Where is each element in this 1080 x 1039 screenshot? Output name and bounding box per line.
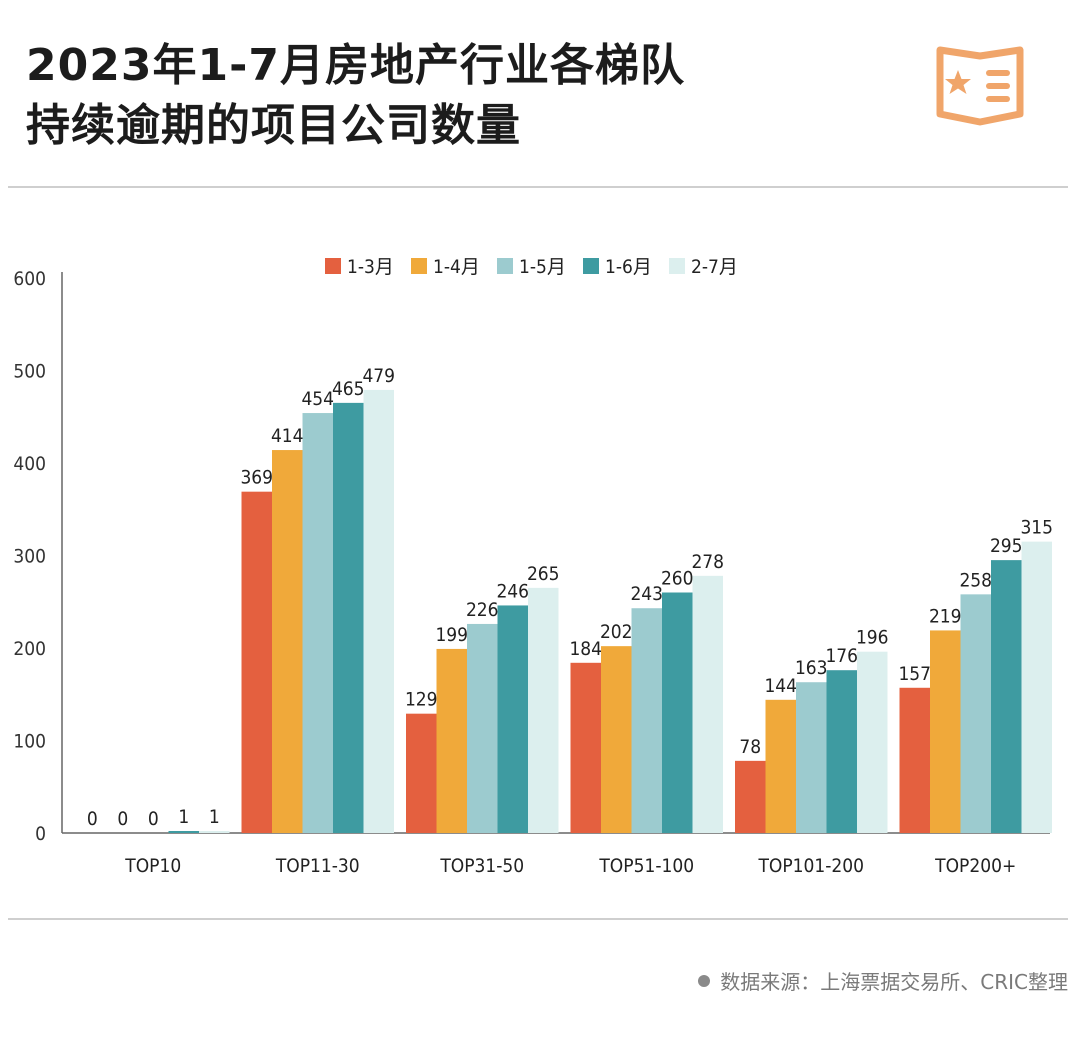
data-label: 243 xyxy=(630,583,663,605)
bar xyxy=(241,491,272,833)
legend-swatch xyxy=(325,258,341,274)
bar xyxy=(272,450,303,833)
data-label: 315 xyxy=(1020,517,1053,539)
legend-label: 2-7月 xyxy=(691,256,738,278)
legend-swatch xyxy=(669,258,685,274)
legend-label: 1-4月 xyxy=(433,256,480,278)
x-tick-label: TOP10 xyxy=(124,855,181,877)
data-label: 163 xyxy=(795,657,828,679)
bar xyxy=(960,594,991,833)
x-tick-label: TOP200+ xyxy=(934,855,1016,877)
data-label: 260 xyxy=(661,568,694,590)
bottom-divider xyxy=(8,918,1068,920)
chart-title: 2023年1-7月房地产行业各梯队 持续逾期的项目公司数量 xyxy=(26,36,685,156)
bar xyxy=(735,760,766,833)
bar xyxy=(899,687,930,833)
data-label: 1 xyxy=(209,806,220,828)
source-note: 数据来源：上海票据交易所、CRIC整理 xyxy=(698,966,1068,995)
bar xyxy=(631,608,662,833)
bar xyxy=(1021,541,1052,833)
bar xyxy=(168,831,199,833)
legend-swatch xyxy=(583,258,599,274)
data-label: 278 xyxy=(691,551,724,573)
legend-label: 1-6月 xyxy=(605,256,652,278)
legend-swatch xyxy=(411,258,427,274)
data-label: 0 xyxy=(148,808,159,830)
bar xyxy=(765,699,796,833)
bar xyxy=(528,587,559,833)
data-label: 199 xyxy=(435,624,468,646)
data-label: 295 xyxy=(990,535,1023,557)
star-list-icon xyxy=(936,46,1024,126)
x-tick-label: TOP31-50 xyxy=(439,855,524,877)
y-tick-label: 400 xyxy=(13,453,46,475)
y-tick-label: 500 xyxy=(13,361,46,383)
top-divider xyxy=(8,186,1068,188)
data-label: 196 xyxy=(856,627,889,649)
legend-label: 1-5月 xyxy=(519,256,566,278)
bar xyxy=(467,623,498,833)
bar xyxy=(601,646,632,833)
data-label: 414 xyxy=(271,425,304,447)
bar xyxy=(497,605,528,833)
bar xyxy=(991,560,1022,833)
data-label: 258 xyxy=(959,569,992,591)
data-label: 0 xyxy=(87,808,98,830)
data-label: 219 xyxy=(929,605,962,627)
bar xyxy=(333,402,364,833)
title-line-2: 持续逾期的项目公司数量 xyxy=(26,100,521,151)
bullet-dot-icon xyxy=(698,974,711,987)
bar xyxy=(826,670,857,833)
data-label: 157 xyxy=(898,663,931,685)
data-label: 0 xyxy=(117,808,128,830)
data-label: 265 xyxy=(527,563,560,585)
y-tick-label: 100 xyxy=(13,731,46,753)
source-text: 数据来源：上海票据交易所、CRIC整理 xyxy=(720,970,1068,994)
data-label: 226 xyxy=(466,599,499,621)
data-label: 184 xyxy=(569,638,602,660)
bar xyxy=(570,662,601,833)
data-label: 465 xyxy=(332,378,365,400)
legend-label: 1-3月 xyxy=(347,256,394,278)
data-label: 144 xyxy=(764,675,797,697)
y-tick-label: 200 xyxy=(13,638,46,660)
bar xyxy=(406,713,437,833)
bar xyxy=(857,651,888,833)
bar xyxy=(930,630,961,833)
x-tick-label: TOP51-100 xyxy=(598,855,694,877)
y-tick-label: 0 xyxy=(35,823,46,845)
data-label: 202 xyxy=(600,621,633,643)
data-label: 78 xyxy=(739,736,761,758)
data-label: 176 xyxy=(825,645,858,667)
data-label: 129 xyxy=(405,689,438,711)
data-label: 1 xyxy=(178,806,189,828)
x-tick-label: TOP101-200 xyxy=(757,855,864,877)
bar xyxy=(302,413,333,833)
bar xyxy=(199,831,230,833)
bar xyxy=(662,592,693,833)
legend-swatch xyxy=(497,258,513,274)
bar xyxy=(692,575,723,833)
data-label: 454 xyxy=(301,388,334,410)
title-line-1: 2023年1-7月房地产行业各梯队 xyxy=(26,40,685,91)
y-tick-label: 300 xyxy=(13,546,46,568)
data-label: 369 xyxy=(240,467,273,489)
y-tick-label: 600 xyxy=(13,268,46,290)
data-label: 479 xyxy=(362,365,395,387)
bar xyxy=(436,648,467,833)
data-label: 246 xyxy=(496,580,529,602)
x-tick-label: TOP11-30 xyxy=(275,855,360,877)
bar xyxy=(796,682,827,833)
bar xyxy=(363,389,394,833)
